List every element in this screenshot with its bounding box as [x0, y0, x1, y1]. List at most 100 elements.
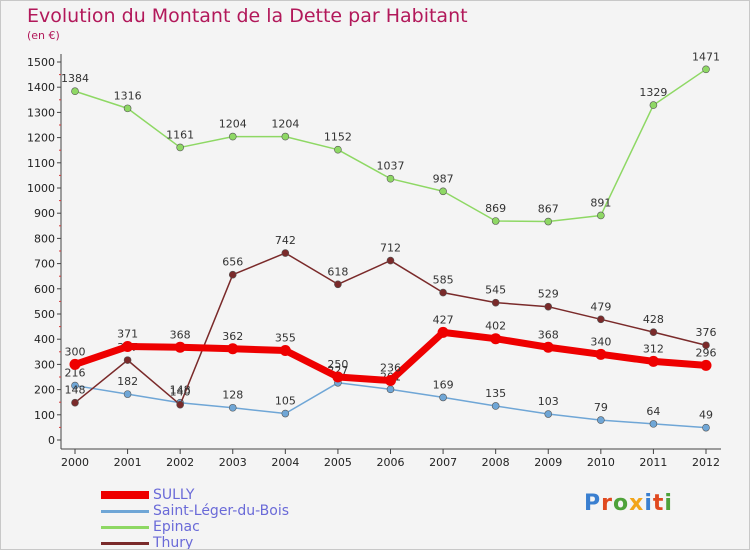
x-tick-label: 2001: [114, 456, 142, 469]
data-label: 312: [643, 342, 664, 355]
legend-item: Thury: [101, 535, 361, 550]
chart-unit-label: (en €): [27, 29, 60, 42]
data-label: 250: [327, 358, 348, 371]
data-label: 1471: [692, 50, 720, 63]
proxiti-logo: Proxiti: [584, 491, 673, 516]
x-tick-label: 2005: [324, 456, 352, 469]
data-label: 79: [594, 401, 608, 414]
data-label: 1204: [271, 118, 299, 131]
data-label: 340: [590, 335, 611, 348]
data-label: 368: [538, 328, 559, 341]
data-label: 49: [699, 409, 713, 422]
data-point: [281, 249, 290, 257]
legend-swatch: [101, 525, 149, 529]
data-point: [491, 217, 500, 225]
data-label: 376: [696, 326, 717, 339]
y-tick-label: 1200: [27, 132, 55, 145]
data-point: [176, 400, 184, 409]
data-label: 869: [485, 202, 506, 215]
y-tick-label: 0: [48, 434, 55, 447]
data-label: 1152: [324, 131, 352, 144]
data-point: [228, 270, 237, 279]
data-label: 656: [222, 256, 243, 269]
chart-title: Evolution du Montant de la Dette par Hab…: [27, 5, 468, 27]
x-tick-label: 2002: [166, 456, 194, 469]
data-point: [385, 375, 396, 387]
data-label: 427: [433, 313, 454, 326]
legend-item: Saint-Léger-du-Bois: [101, 503, 361, 519]
x-tick-label: 2003: [219, 456, 247, 469]
y-tick-label: 1100: [27, 157, 55, 170]
x-tick-label: 2004: [271, 456, 299, 469]
data-label: 182: [117, 375, 138, 388]
data-point: [71, 398, 79, 407]
data-point: [69, 358, 81, 370]
data-point: [439, 288, 447, 297]
data-point: [71, 381, 79, 390]
data-point: [332, 371, 344, 383]
data-label: 135: [485, 387, 506, 400]
data-label: 362: [222, 330, 243, 343]
data-point: [647, 355, 659, 367]
y-tick-label: 300: [34, 358, 55, 371]
legend-swatch: [101, 509, 149, 513]
x-tick-label: 2010: [587, 456, 615, 469]
data-point: [281, 132, 290, 141]
data-label: 296: [696, 346, 717, 359]
legend-swatch: [101, 541, 149, 545]
y-tick-label: 600: [34, 283, 55, 296]
y-tick-label: 900: [34, 207, 55, 220]
data-point: [597, 211, 605, 220]
data-label: 169: [433, 378, 454, 391]
data-label: 128: [222, 389, 243, 402]
data-point: [123, 390, 132, 398]
y-tick-label: 1400: [27, 81, 55, 94]
x-tick-label: 2007: [429, 456, 457, 469]
data-point: [437, 326, 449, 338]
y-tick-label: 1500: [27, 56, 55, 69]
data-point: [228, 403, 237, 412]
data-point: [386, 174, 395, 183]
data-point: [439, 393, 447, 402]
x-tick-label: 2012: [692, 456, 720, 469]
legend-item: SULLY: [101, 487, 361, 503]
data-label: 103: [538, 395, 559, 408]
data-point: [542, 341, 554, 353]
data-point: [123, 356, 132, 364]
legend-label: Thury: [153, 535, 194, 550]
data-point: [597, 315, 605, 324]
y-tick-label: 1000: [27, 182, 55, 195]
legend-label: Saint-Léger-du-Bois: [153, 503, 290, 519]
data-point: [544, 302, 553, 311]
data-label: 479: [590, 300, 611, 313]
data-label: 529: [538, 288, 559, 301]
data-point: [544, 217, 553, 226]
data-point: [702, 341, 710, 350]
data-label: 867: [538, 203, 559, 216]
y-tick-label: 800: [34, 232, 55, 245]
x-tick-label: 2000: [61, 456, 89, 469]
data-label: 371: [117, 328, 138, 341]
data-point: [649, 101, 658, 109]
data-point: [174, 341, 186, 353]
data-label: 1316: [114, 89, 142, 102]
data-point: [490, 333, 502, 345]
data-label: 1161: [166, 128, 194, 141]
legend-label: SULLY: [153, 487, 195, 503]
data-label: 428: [643, 313, 664, 326]
data-point: [228, 132, 237, 141]
data-label: 545: [485, 284, 506, 297]
data-point: [649, 328, 658, 336]
data-point: [439, 187, 447, 196]
data-label: 216: [65, 367, 86, 380]
data-label: 105: [275, 395, 296, 408]
y-tick-label: 400: [34, 333, 55, 346]
y-tick-label: 500: [34, 308, 55, 321]
data-point: [281, 409, 290, 418]
y-tick-label: 200: [34, 384, 55, 397]
data-label: 742: [275, 234, 296, 247]
data-point: [702, 423, 710, 432]
data-point: [176, 143, 184, 152]
data-label: 618: [327, 265, 348, 278]
